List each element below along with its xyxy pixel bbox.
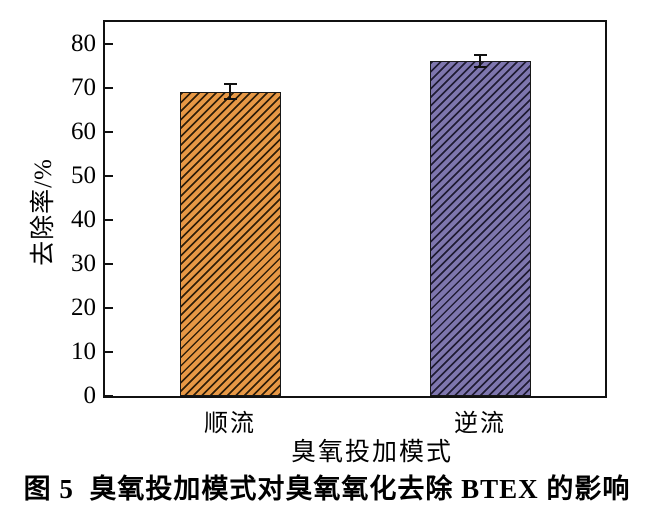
error-bar-line xyxy=(479,54,481,67)
y-tick-mark xyxy=(105,351,113,353)
error-bar-cap-top xyxy=(223,82,237,85)
error-bar-cap-bottom xyxy=(223,98,237,101)
y-tick-mark xyxy=(105,307,113,309)
y-tick-label: 40 xyxy=(71,206,96,233)
plot-area: 0 10 20 30 40 50 60 70 80 顺流 逆流 xyxy=(71,20,607,437)
y-tick-mark xyxy=(105,87,113,89)
x-axis-title: 臭氧投加模式 xyxy=(290,439,454,466)
y-tick-label: 30 xyxy=(71,250,96,277)
y-tick-mark xyxy=(105,395,113,397)
figure-caption: 图 5 臭氧投加模式对臭氧氧化去除 BTEX 的影响 xyxy=(23,474,631,504)
y-tick-label: 10 xyxy=(71,338,96,365)
y-tick-mark xyxy=(105,219,113,221)
y-tick-label: 60 xyxy=(71,118,96,145)
y-tick-label: 70 xyxy=(71,74,96,101)
error-bar-cap-top xyxy=(473,53,487,56)
error-bar-line xyxy=(229,83,231,100)
y-tick-label: 20 xyxy=(71,294,96,321)
y-tick-mark xyxy=(105,263,113,265)
y-tick-mark xyxy=(105,43,113,45)
y-tick-mark xyxy=(105,131,113,133)
category-label-逆流: 逆流 xyxy=(454,411,506,437)
bar-逆流 xyxy=(429,60,531,396)
y-tick-label: 80 xyxy=(71,30,96,57)
y-tick-label: 50 xyxy=(71,162,96,189)
error-bar-cap-bottom xyxy=(473,65,487,68)
y-axis-title: 去除率/% xyxy=(30,158,57,266)
category-label-顺流: 顺流 xyxy=(204,411,256,437)
y-tick-label: 0 xyxy=(83,382,97,409)
y-tick-mark xyxy=(105,175,113,177)
bar-顺流 xyxy=(179,91,281,396)
